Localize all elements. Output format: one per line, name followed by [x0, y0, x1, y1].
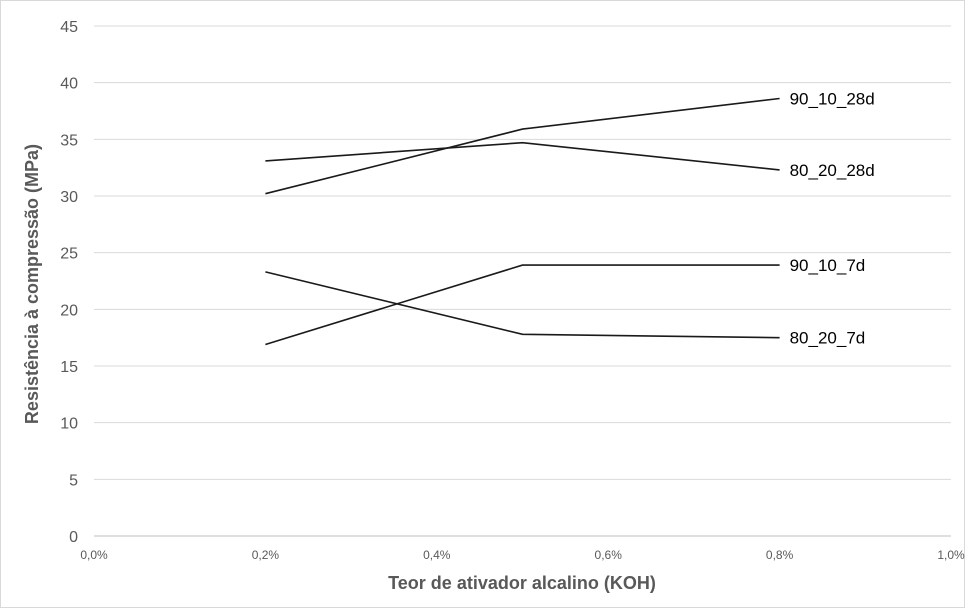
- x-tick-label: 1,0%: [937, 548, 965, 562]
- x-tick-label: 0,2%: [252, 548, 280, 562]
- x-axis-ticks: 0,0% 0,2% 0,4% 0,6% 0,8% 1,0%: [80, 548, 965, 562]
- series-label-90_10_28d: 90_10_28d: [790, 90, 875, 109]
- y-axis-ticks: 0 5 10 15 20 25 30 35 40 45: [60, 19, 78, 546]
- series-line-80_20_7d: [265, 271, 780, 339]
- y-tick-label: 5: [69, 472, 78, 489]
- series-label-80_20_28d: 80_20_28d: [790, 161, 875, 180]
- series-line-80_20_28d: [265, 141, 780, 171]
- y-tick-label: 15: [60, 359, 78, 376]
- y-tick-label: 35: [60, 132, 78, 149]
- y-tick-label: 10: [60, 416, 78, 433]
- x-axis-title: Teor de ativador alcalino (KOH): [388, 573, 656, 593]
- series-line-90_10_28d: [265, 97, 780, 195]
- x-tick-label: 0,0%: [80, 548, 108, 562]
- y-tick-label: 25: [60, 246, 78, 263]
- y-axis-title: Resistência à compressão (MPa): [22, 144, 42, 424]
- y-tick-label: 0: [69, 529, 78, 546]
- series-label-90_10_7d: 90_10_7d: [790, 256, 866, 275]
- y-tick-label: 30: [60, 189, 78, 206]
- x-tick-label: 0,8%: [766, 548, 794, 562]
- x-tick-label: 0,6%: [595, 548, 623, 562]
- y-tick-label: 20: [60, 302, 78, 319]
- series-line-90_10_7d: [265, 264, 780, 346]
- y-tick-label: 40: [60, 76, 78, 93]
- series-label-80_20_7d: 80_20_7d: [790, 329, 866, 348]
- series-labels: 90_10_28d 80_20_28d 90_10_7d 80_20_7d: [790, 90, 875, 348]
- y-tick-label: 45: [60, 19, 78, 36]
- series-lines: [265, 97, 780, 346]
- grid-lines: [94, 25, 951, 537]
- x-tick-label: 0,4%: [423, 548, 451, 562]
